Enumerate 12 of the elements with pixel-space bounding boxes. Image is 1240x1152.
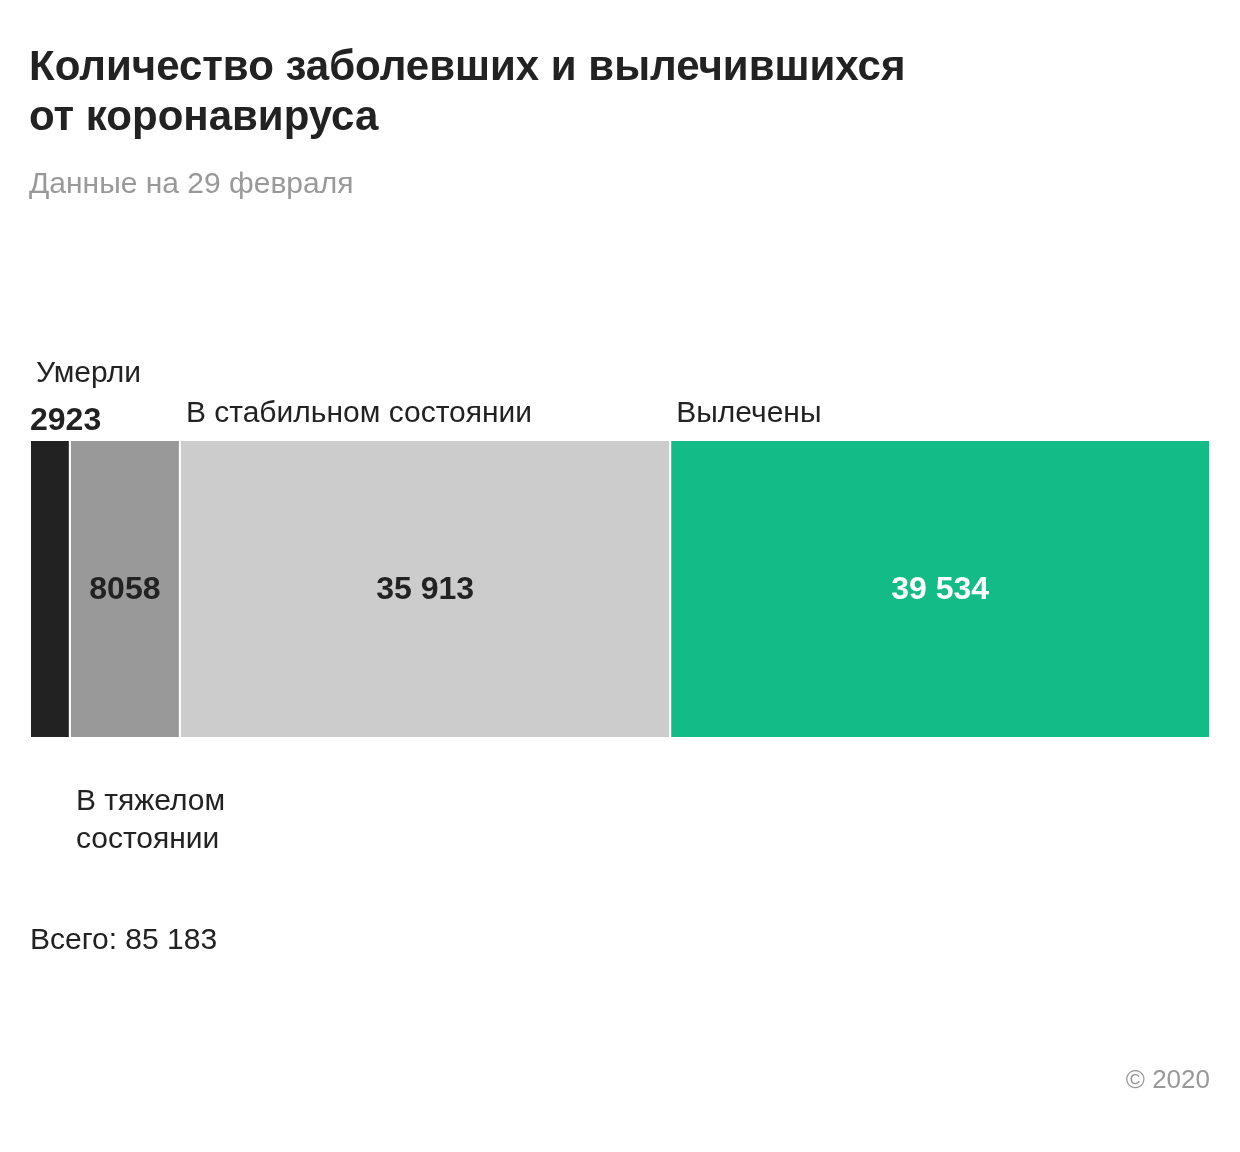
- series-label: Вылечены: [676, 395, 822, 428]
- series-label: В тяжелом состоянии: [75, 783, 226, 854]
- data-label: 39 534: [891, 570, 990, 606]
- data-label: 2923: [30, 401, 102, 437]
- chart-subtitle: Данные на 29 февраля: [29, 166, 354, 199]
- data-label: 35 913: [376, 570, 475, 606]
- text: © 2020: [1125, 1064, 1210, 1094]
- text: Всего: 85 183: [30, 922, 218, 955]
- series-label: В стабильном состоянии: [185, 395, 533, 428]
- data-label: 8058: [89, 570, 161, 606]
- series-label: Умерли: [36, 355, 141, 388]
- chart-title: Количество заболевших и вылечившихся от коронавируса: [29, 42, 906, 139]
